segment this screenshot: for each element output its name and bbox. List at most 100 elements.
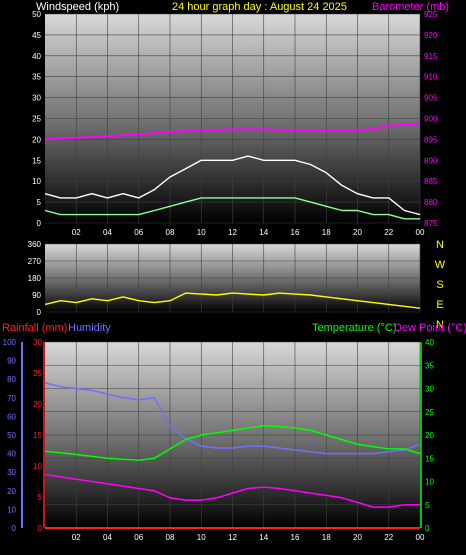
x-tick-label: 18 xyxy=(322,228,331,237)
direction-tick-label: 0 xyxy=(37,308,42,317)
barometer-tick-label: 910 xyxy=(424,73,438,82)
x-tick-label: 08 xyxy=(166,228,175,237)
x-tick-label: 14 xyxy=(259,533,268,542)
dewpoint-axis-label: Dew Point (°C) xyxy=(394,322,466,334)
x-tick-label: 08 xyxy=(166,533,175,542)
dewpoint-line xyxy=(44,473,420,508)
x-tick-label: 10 xyxy=(197,228,206,237)
compass-label: N xyxy=(436,239,444,251)
temperature-tick-label: 10 xyxy=(425,478,434,487)
wind-direction-line xyxy=(44,292,421,309)
temp-gridlines xyxy=(21,341,422,529)
temperature-tick-label: 0 xyxy=(425,524,430,533)
wind-series xyxy=(44,122,421,220)
humidity-tick-label: 80 xyxy=(7,375,16,384)
x-tick-label: 00 xyxy=(416,228,425,237)
windspeed-tick-label: 40 xyxy=(32,52,41,61)
wind-barometer-panel: Windspeed (kph) 24 hour graph day : Augu… xyxy=(32,1,449,237)
x-tick-label: 04 xyxy=(103,533,112,542)
humidity-tick-label: 90 xyxy=(7,357,16,366)
humidity-tick-label: 60 xyxy=(7,412,16,421)
temperature-axis-label: Temperature (°C) xyxy=(312,322,396,334)
temperature-tick-label: 25 xyxy=(425,408,434,417)
barometer-tick-label: 885 xyxy=(424,177,438,186)
humidity-tick-label: 50 xyxy=(7,431,16,440)
humidity-tick-label: 30 xyxy=(7,468,16,477)
humidity-tick-label: 0 xyxy=(12,524,17,533)
x-tick-label: 04 xyxy=(103,228,112,237)
windspeed-tick-label: 25 xyxy=(32,115,41,124)
windspeed-tick-label: 0 xyxy=(37,219,42,228)
windspeed-axis-label: Windspeed (kph) xyxy=(36,1,119,13)
barometer-tick-label: 905 xyxy=(424,94,438,103)
direction-tick-label: 270 xyxy=(28,257,42,266)
barometer-axis-label: Barometer (mb) xyxy=(372,1,449,13)
humidity-tick-label: 20 xyxy=(7,487,16,496)
x-tick-label: 22 xyxy=(384,228,393,237)
x-tick-label: 14 xyxy=(259,228,268,237)
x-tick-label: 12 xyxy=(228,228,237,237)
rain-tick-label: 20 xyxy=(33,400,42,409)
rain-tick-label: 30 xyxy=(33,338,42,347)
humidity-tick-label: 10 xyxy=(7,505,16,514)
rain-tick-label: 15 xyxy=(33,431,42,440)
x-tick-label: 20 xyxy=(353,228,362,237)
barometer-tick-label: 880 xyxy=(424,198,438,207)
barometer-tick-label: 875 xyxy=(424,219,438,228)
x-tick-label: 20 xyxy=(353,533,362,542)
windspeed-tick-label: 10 xyxy=(32,177,41,186)
x-tick-label: 06 xyxy=(134,533,143,542)
windspeed-tick-label: 50 xyxy=(32,10,41,19)
humidity-tick-label: 70 xyxy=(7,394,16,403)
compass-label: N xyxy=(436,319,444,331)
temp-series xyxy=(44,382,421,529)
compass-label: W xyxy=(435,259,446,271)
x-tick-label: 12 xyxy=(228,533,237,542)
barometer-line xyxy=(44,122,421,141)
rain-tick-label: 5 xyxy=(38,493,43,502)
x-tick-label: 16 xyxy=(291,228,300,237)
direction-ticks: 0 90 180 270 360 xyxy=(28,240,42,317)
humidity-tick-label: 100 xyxy=(3,338,17,347)
chart-title: 24 hour graph day : August 24 2025 xyxy=(172,1,347,13)
temperature-tick-label: 5 xyxy=(425,501,430,510)
temperature-tick-label: 30 xyxy=(425,385,434,394)
humidity-line xyxy=(44,382,421,455)
x-tick-label: 16 xyxy=(291,533,300,542)
x-tick-label: 06 xyxy=(134,228,143,237)
windspeed-ticks: 0 5 10 15 20 25 30 35 40 45 50 xyxy=(32,10,41,228)
windspeed-tick-label: 20 xyxy=(32,135,41,144)
humidity-axis-label: Humidity xyxy=(68,322,111,334)
x-tick-label: 00 xyxy=(416,533,425,542)
rain-tick-label: 25 xyxy=(33,369,42,378)
temperature-line xyxy=(44,424,421,461)
wind-x-ticks: 02 04 06 08 10 12 14 16 18 20 22 00 xyxy=(72,228,425,237)
barometer-tick-label: 890 xyxy=(424,156,438,165)
temperature-tick-label: 40 xyxy=(425,338,434,347)
direction-tick-label: 180 xyxy=(28,274,42,283)
barometer-tick-label: 915 xyxy=(424,52,438,61)
direction-gridlines xyxy=(45,243,421,313)
x-tick-label: 22 xyxy=(384,533,393,542)
compass-label: E xyxy=(436,299,443,311)
rain-humidity-temp-panel: Rainfall (mm) Humidity Temperature (°C) … xyxy=(2,322,466,542)
compass-label: S xyxy=(436,279,443,291)
temp-x-ticks: 02 04 06 08 10 12 14 16 18 20 22 00 xyxy=(72,533,425,542)
barometer-tick-label: 900 xyxy=(424,115,438,124)
rainfall-axis-label: Rainfall (mm) xyxy=(2,322,67,334)
direction-tick-label: 90 xyxy=(32,291,41,300)
windspeed-tick-label: 30 xyxy=(32,94,41,103)
barometer-ticks: 875 880 885 890 895 900 905 910 915 920 925 xyxy=(424,10,438,228)
rain-tick-label: 10 xyxy=(33,462,42,471)
barometer-tick-label: 925 xyxy=(424,10,438,19)
temperature-tick-label: 20 xyxy=(425,431,434,440)
windspeed-tick-label: 15 xyxy=(32,156,41,165)
x-tick-label: 18 xyxy=(322,533,331,542)
temperature-tick-label: 35 xyxy=(425,361,434,370)
windspeed-tick-label: 45 xyxy=(32,31,41,40)
windspeed-tick-label: 35 xyxy=(32,73,41,82)
temperature-ticks: 0 5 10 15 20 25 30 35 40 xyxy=(425,338,434,533)
